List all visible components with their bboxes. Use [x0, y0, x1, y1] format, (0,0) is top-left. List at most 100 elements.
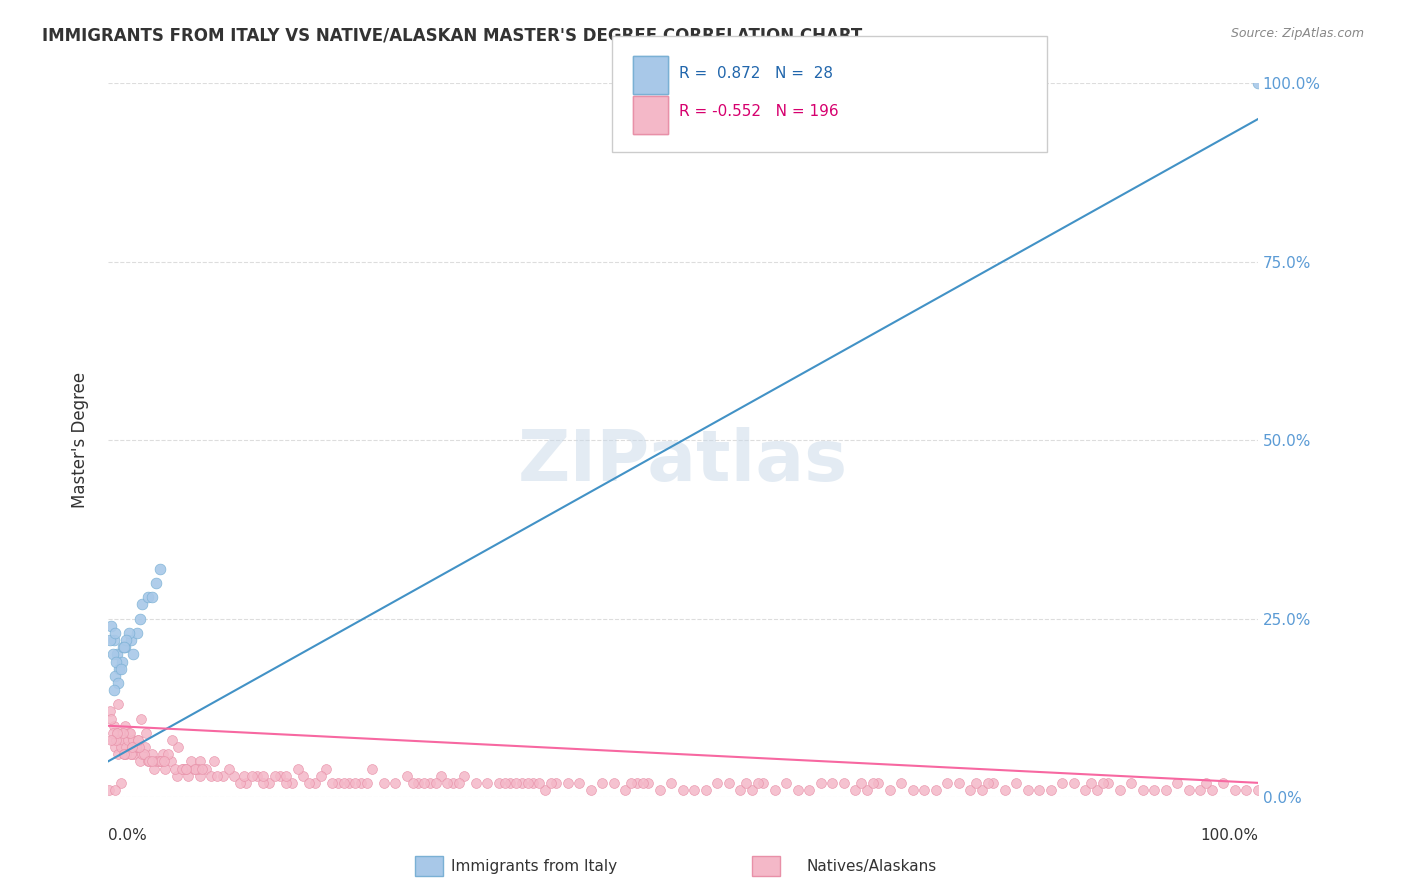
Point: [111, 726, 134, 740]
Point: [120, 633, 142, 648]
Point: [125, 740, 148, 755]
Point: [145, 576, 167, 591]
Point: [107, 698, 129, 712]
Point: [436, 776, 458, 790]
Point: [373, 776, 395, 790]
Point: [122, 733, 145, 747]
Point: [763, 783, 786, 797]
Point: [1234, 783, 1257, 797]
Text: R =  0.872   N =  28: R = 0.872 N = 28: [679, 66, 834, 80]
Point: [103, 683, 125, 698]
Point: [101, 648, 124, 662]
Point: [361, 762, 384, 776]
Point: [1178, 783, 1201, 797]
Point: [166, 769, 188, 783]
Point: [1017, 783, 1039, 797]
Point: [413, 776, 436, 790]
Point: [103, 633, 125, 648]
Point: [976, 776, 998, 790]
Point: [557, 776, 579, 790]
Point: [128, 740, 150, 755]
Point: [124, 747, 146, 762]
Point: [747, 776, 769, 790]
Point: [252, 769, 274, 783]
Point: [105, 655, 128, 669]
Point: [101, 726, 124, 740]
Point: [121, 740, 143, 755]
Point: [309, 769, 332, 783]
Point: [706, 776, 728, 790]
Point: [1143, 783, 1166, 797]
Point: [637, 776, 659, 790]
Point: [683, 783, 706, 797]
Point: [149, 562, 172, 576]
Point: [141, 747, 163, 762]
Point: [105, 733, 128, 747]
Point: [281, 776, 304, 790]
Point: [1132, 783, 1154, 797]
Point: [112, 747, 135, 762]
Point: [104, 626, 127, 640]
Point: [395, 769, 418, 783]
Point: [183, 762, 205, 776]
Point: [153, 755, 176, 769]
Point: [134, 740, 156, 755]
Point: [141, 591, 163, 605]
Point: [1074, 783, 1097, 797]
Point: [1212, 776, 1234, 790]
Point: [810, 776, 832, 790]
Point: [1063, 776, 1085, 790]
Point: [752, 776, 775, 790]
Point: [98, 783, 121, 797]
Point: [1247, 783, 1270, 797]
Point: [200, 769, 222, 783]
Point: [292, 769, 315, 783]
Point: [1039, 783, 1062, 797]
Point: [626, 776, 648, 790]
Point: [1154, 783, 1177, 797]
Point: [114, 719, 136, 733]
Point: [115, 633, 138, 648]
Point: [101, 733, 124, 747]
Point: [672, 783, 695, 797]
Point: [172, 762, 194, 776]
Point: [108, 733, 131, 747]
Point: [505, 776, 527, 790]
Point: [402, 776, 425, 790]
Point: [741, 783, 763, 797]
Point: [821, 776, 844, 790]
Point: [100, 733, 122, 747]
Point: [614, 783, 637, 797]
Point: [138, 755, 160, 769]
Point: [844, 783, 866, 797]
Point: [174, 762, 197, 776]
Point: [1052, 776, 1074, 790]
Text: Source: ZipAtlas.com: Source: ZipAtlas.com: [1230, 27, 1364, 40]
Point: [332, 776, 354, 790]
Point: [862, 776, 884, 790]
Point: [103, 719, 125, 733]
Point: [121, 740, 143, 755]
Point: [890, 776, 912, 790]
Point: [568, 776, 591, 790]
Point: [252, 776, 274, 790]
Text: 0.0%: 0.0%: [108, 828, 146, 843]
Point: [174, 762, 197, 776]
Point: [925, 783, 948, 797]
Point: [1108, 783, 1130, 797]
Point: [117, 733, 139, 747]
Point: [534, 783, 557, 797]
Point: [516, 776, 538, 790]
Point: [430, 769, 453, 783]
Point: [948, 776, 970, 790]
Point: [187, 762, 209, 776]
Point: [127, 733, 149, 747]
Point: [263, 769, 285, 783]
Point: [235, 776, 257, 790]
Text: Immigrants from Italy: Immigrants from Italy: [451, 859, 617, 874]
Point: [661, 776, 683, 790]
Point: [465, 776, 488, 790]
Point: [145, 755, 167, 769]
Point: [180, 755, 202, 769]
Point: [1028, 783, 1050, 797]
